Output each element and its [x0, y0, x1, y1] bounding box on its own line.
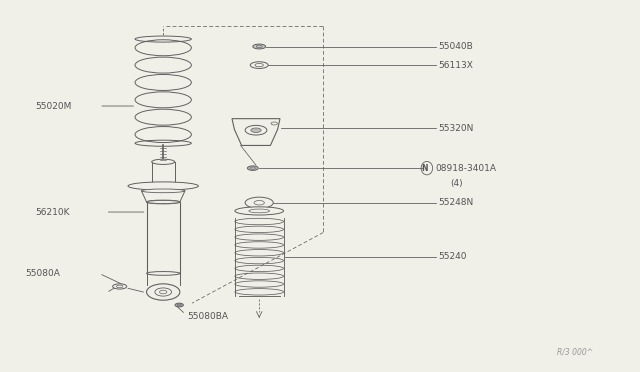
Ellipse shape [141, 189, 185, 193]
Text: 55080A: 55080A [26, 269, 60, 278]
Text: 55320N: 55320N [438, 124, 474, 133]
Ellipse shape [175, 303, 184, 307]
Bar [152, 162, 175, 186]
Polygon shape [232, 119, 280, 145]
Ellipse shape [147, 200, 180, 204]
Ellipse shape [250, 62, 268, 68]
Ellipse shape [128, 182, 198, 190]
Text: 55248N: 55248N [438, 198, 474, 207]
Polygon shape [141, 191, 185, 202]
Ellipse shape [113, 284, 127, 289]
Text: 55240: 55240 [438, 252, 467, 261]
Ellipse shape [155, 288, 172, 296]
Text: 56113X: 56113X [438, 61, 473, 70]
Text: 56210K: 56210K [35, 208, 70, 217]
Ellipse shape [253, 44, 266, 49]
Ellipse shape [251, 128, 261, 132]
Text: (4): (4) [450, 179, 463, 188]
Ellipse shape [152, 184, 175, 188]
Ellipse shape [147, 284, 180, 300]
Ellipse shape [147, 201, 180, 203]
Text: R/3 000^: R/3 000^ [557, 347, 593, 356]
Text: 55020M: 55020M [35, 102, 72, 110]
Text: 55040B: 55040B [438, 42, 473, 51]
Ellipse shape [248, 166, 259, 170]
Bar [147, 202, 180, 273]
Ellipse shape [147, 272, 180, 275]
Ellipse shape [235, 207, 284, 215]
Text: 55080BA: 55080BA [187, 312, 228, 321]
Ellipse shape [245, 197, 273, 208]
Ellipse shape [245, 125, 267, 135]
Ellipse shape [152, 159, 175, 164]
Text: N: N [422, 164, 428, 173]
Text: 08918-3401A: 08918-3401A [435, 164, 496, 173]
